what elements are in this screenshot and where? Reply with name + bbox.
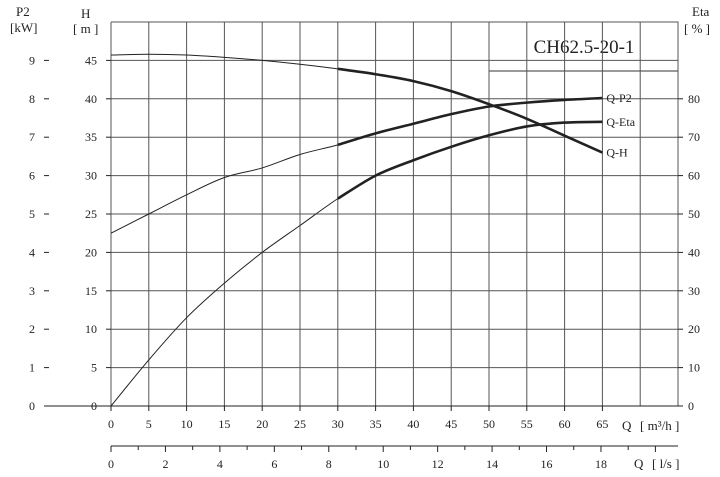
flow-m3h-tick-label: 10 xyxy=(181,417,193,431)
flow-m3h-tick-label: 30 xyxy=(332,417,344,431)
efficiency-tick-label: 50 xyxy=(688,207,700,221)
series-q-eta-thin xyxy=(110,121,603,407)
efficiency-tick-label: 70 xyxy=(688,130,700,144)
flow-m3h-tick-label: 25 xyxy=(294,417,306,431)
head-tick-label: 25 xyxy=(85,207,97,221)
efficiency-axis-label: Eta xyxy=(692,4,710,19)
power-tick-label: 3 xyxy=(29,284,35,298)
head-tick-label: 30 xyxy=(85,169,97,183)
series-q-h-operating-range xyxy=(337,67,603,154)
series-label-q-h: Q-H xyxy=(606,146,628,160)
flow-m3h-tick-label: 65 xyxy=(596,417,608,431)
power-tick-label: 1 xyxy=(29,361,35,375)
head-axis-label: H xyxy=(81,6,90,21)
head-tick-label: 5 xyxy=(91,361,97,375)
flow-m3h-tick-label: 35 xyxy=(370,417,382,431)
flow-m3h-axis-unit: [ m³/h ] xyxy=(640,418,679,433)
power-tick-label: 8 xyxy=(29,92,35,106)
power-tick-label: 9 xyxy=(29,53,35,67)
series-label-q-eta: Q-Eta xyxy=(606,115,635,129)
head-tick-label: 45 xyxy=(85,53,97,67)
flow-m3h-tick-label: 50 xyxy=(483,417,495,431)
flow-ls-tick-label: 4 xyxy=(217,457,223,471)
flow-ls-tick-label: 18 xyxy=(595,457,607,471)
power-tick-label: 6 xyxy=(29,169,35,183)
efficiency-tick-label: 0 xyxy=(688,399,694,413)
head-tick-label: 15 xyxy=(85,284,97,298)
flow-m3h-tick-label: 60 xyxy=(559,417,571,431)
flow-ls-tick-label: 6 xyxy=(271,457,277,471)
head-tick-label: 20 xyxy=(85,245,97,259)
efficiency-tick-label: 10 xyxy=(688,361,700,375)
flow-m3h-tick-label: 55 xyxy=(521,417,533,431)
efficiency-tick-label: 20 xyxy=(688,322,700,336)
power-axis-unit: [kW] xyxy=(10,20,37,35)
power-tick-label: 7 xyxy=(29,130,35,144)
flow-ls-tick-label: 14 xyxy=(486,457,498,471)
power-tick-label: 2 xyxy=(29,322,35,336)
flow-m3h-axis-label: Q xyxy=(622,418,632,433)
power-axis-label: P2 xyxy=(16,4,30,19)
power-tick-label: 5 xyxy=(29,207,35,221)
flow-m3h-tick-label: 15 xyxy=(218,417,230,431)
head-tick-label: 35 xyxy=(85,130,97,144)
efficiency-tick-label: 30 xyxy=(688,284,700,298)
power-tick-label: 0 xyxy=(29,399,35,413)
efficiency-tick-label: 40 xyxy=(688,245,700,259)
power-tick-label: 4 xyxy=(29,245,35,259)
flow-ls-tick-label: 0 xyxy=(108,457,114,471)
series-label-q-p2: Q-P2 xyxy=(606,91,631,105)
flow-m3h-tick-label: 5 xyxy=(146,417,152,431)
efficiency-tick-label: 60 xyxy=(688,169,700,183)
flow-ls-tick-label: 8 xyxy=(326,457,332,471)
flow-m3h-tick-label: 20 xyxy=(256,417,268,431)
flow-m3h-tick-label: 40 xyxy=(407,417,419,431)
flow-ls-tick-label: 10 xyxy=(377,457,389,471)
series xyxy=(110,53,603,407)
title-box xyxy=(488,21,679,72)
head-tick-label: 0 xyxy=(91,399,97,413)
chart-title: CH62.5-20-1 xyxy=(534,37,635,58)
series-q-p2-operating-range xyxy=(337,96,603,147)
series-labels: Q-P2 Q-Eta Q-H xyxy=(606,91,635,160)
flow-ls-tick-label: 2 xyxy=(162,457,168,471)
flow-ls-tick-label: 16 xyxy=(541,457,553,471)
efficiency-tick-label: 80 xyxy=(688,92,700,106)
flow-ls-axis-label: Q xyxy=(634,456,644,471)
grid xyxy=(44,21,683,452)
flow-m3h-tick-label: 0 xyxy=(108,417,114,431)
efficiency-axis-unit: [ % ] xyxy=(684,21,710,36)
series-q-eta-operating-range xyxy=(337,120,603,200)
flow-m3h-tick-label: 45 xyxy=(445,417,457,431)
head-tick-label: 40 xyxy=(85,92,97,106)
head-tick-label: 10 xyxy=(85,322,97,336)
flow-ls-tick-label: 12 xyxy=(432,457,444,471)
flow-ls-axis-unit: [ l/s ] xyxy=(652,456,679,471)
head-axis-unit: [ m ] xyxy=(73,21,98,36)
tick-labels: 0123456789051015202530354045010203040506… xyxy=(29,53,700,471)
